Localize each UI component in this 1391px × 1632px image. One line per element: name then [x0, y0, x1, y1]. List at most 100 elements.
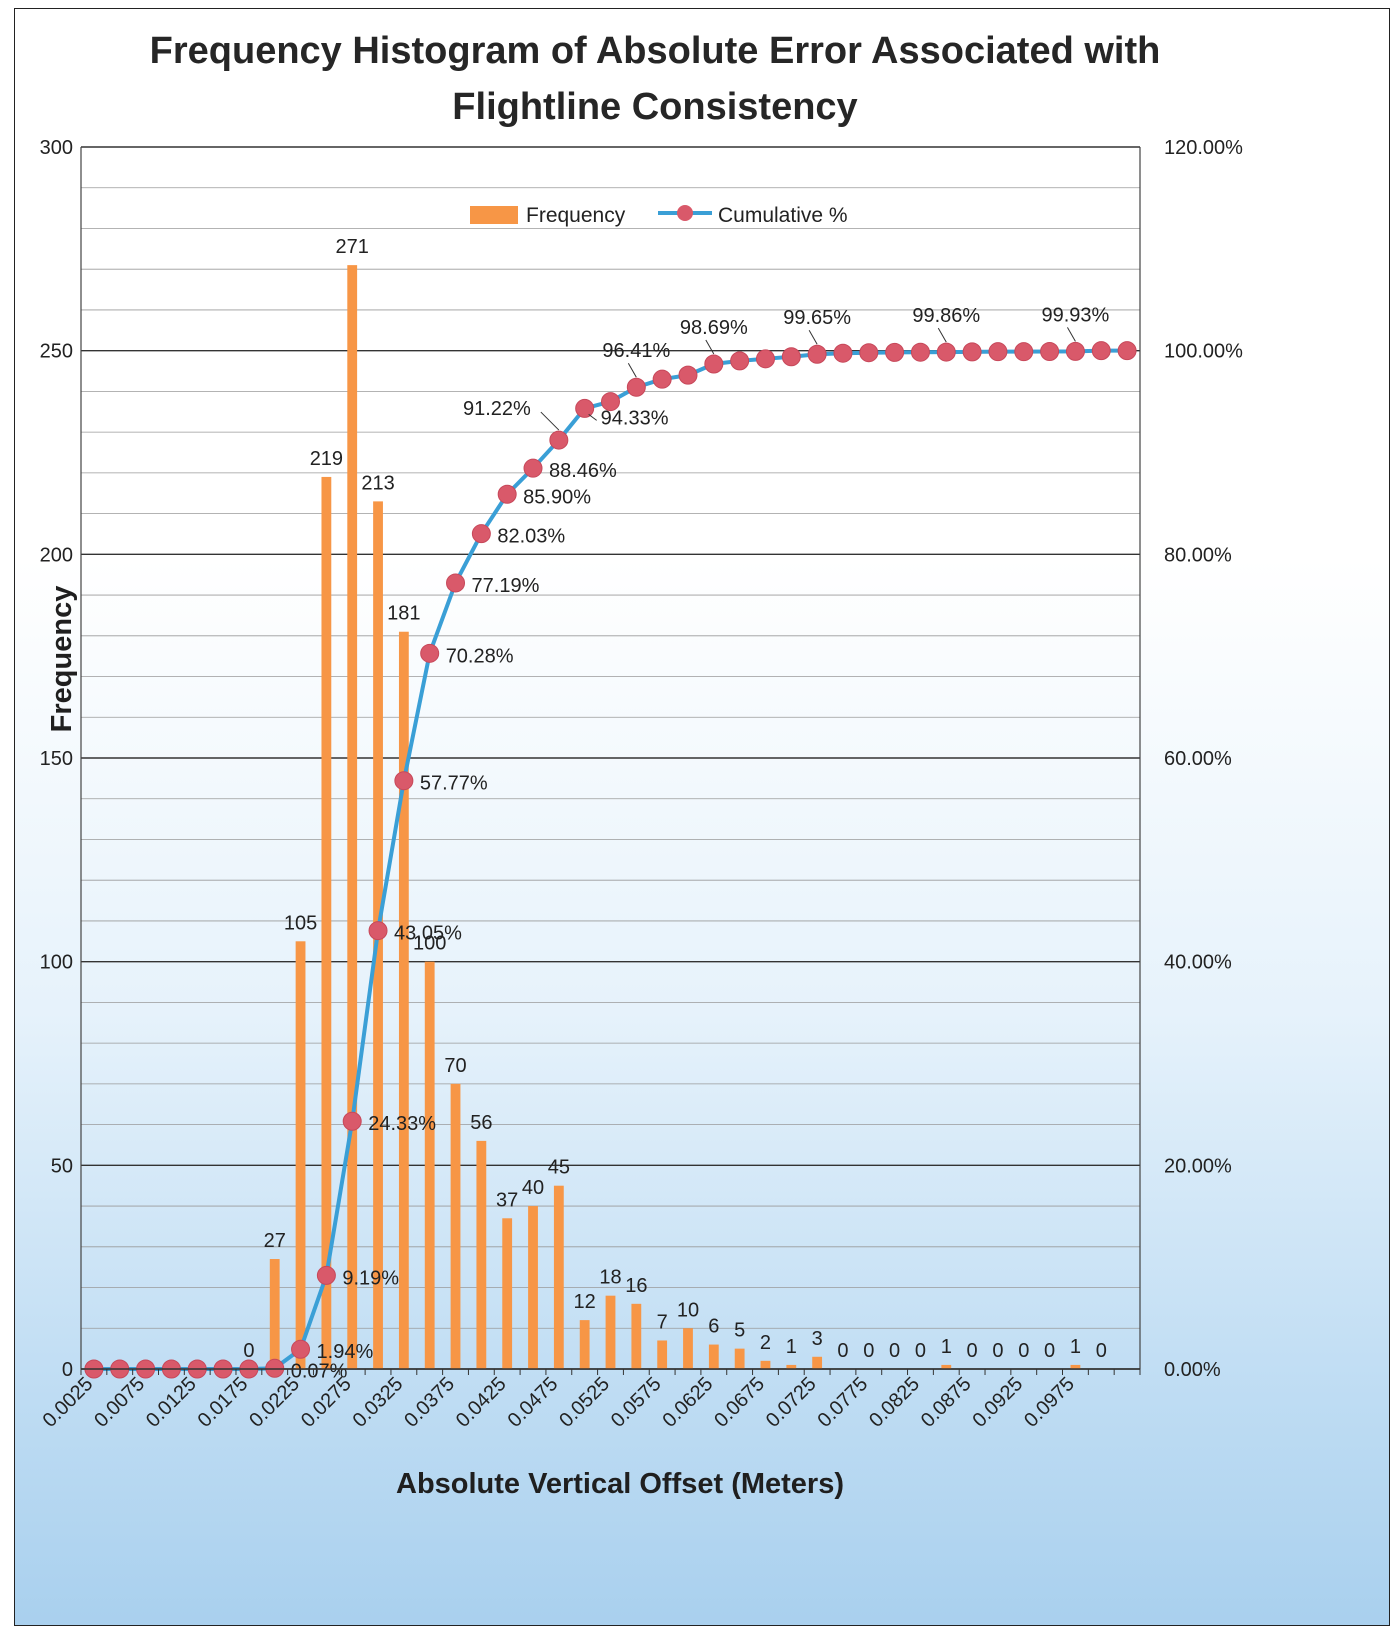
- x-tick-label: 0.0575: [607, 1373, 666, 1432]
- frequency-bar: [269, 1259, 280, 1369]
- frequency-data-label: 70: [444, 1055, 466, 1077]
- frequency-data-label: 45: [548, 1157, 570, 1179]
- cumulative-polyline: [93, 348, 1128, 1371]
- frequency-data-label: 0: [1044, 1340, 1055, 1362]
- frequency-bar: [760, 1360, 771, 1369]
- cumulative-marker: [859, 343, 879, 363]
- cumulative-data-label: 88.46%: [549, 460, 617, 482]
- frequency-data-label: 100: [413, 933, 446, 955]
- cumulative-marker: [471, 524, 491, 544]
- frequency-bar: [347, 265, 358, 1369]
- x-tick-label: 0.0625: [659, 1373, 718, 1432]
- frequency-data-label: 37: [496, 1189, 518, 1211]
- frequency-data-label: 18: [599, 1267, 621, 1289]
- y2-tick-label: 20.00%: [1164, 1155, 1232, 1177]
- y2-tick-label: 100.00%: [1164, 341, 1243, 363]
- y-axis-title: Frequency: [46, 586, 78, 733]
- frequency-data-label: 0: [915, 1340, 926, 1362]
- frequency-data-label: 10: [677, 1299, 699, 1321]
- frequency-data-label: 0: [863, 1340, 874, 1362]
- y2-tick-label: 80.00%: [1164, 544, 1232, 566]
- frequency-bar: [657, 1340, 668, 1369]
- frequency-data-label: 213: [361, 472, 394, 494]
- cumulative-marker: [936, 342, 956, 362]
- cumulative-label-leader: [705, 339, 715, 355]
- frequency-data-label: 16: [625, 1275, 647, 1297]
- cumulative-data-label: 99.86%: [912, 305, 980, 327]
- frequency-data-label: 1: [1070, 1336, 1081, 1358]
- frequency-bar: [579, 1320, 590, 1369]
- cumulative-data-label: 9.19%: [342, 1267, 399, 1289]
- frequency-data-label: 27: [264, 1230, 286, 1252]
- x-tick-label: 0.0775: [814, 1373, 873, 1432]
- cumulative-label-leader: [627, 362, 637, 378]
- cumulative-data-label: 99.93%: [1042, 304, 1110, 326]
- y2-tick-label: 0.00%: [1164, 1359, 1221, 1381]
- cumulative-marker: [549, 430, 569, 450]
- y-tick-label: 200: [40, 544, 73, 566]
- frequency-bar: [941, 1364, 952, 1369]
- cumulative-marker: [394, 771, 414, 791]
- gridlines: [81, 146, 1140, 1370]
- axes: 0501001502002503000.00%20.00%40.00%60.00…: [39, 137, 1244, 1432]
- x-tick-label: 0.0825: [865, 1373, 924, 1432]
- x-tick-label: 0.0125: [142, 1373, 201, 1432]
- cumulative-marker: [575, 398, 595, 418]
- x-tick-label: 0.0875: [917, 1373, 976, 1432]
- x-tick-label: 0.0225: [245, 1373, 304, 1432]
- cumulative-data-label: 57.77%: [420, 773, 488, 795]
- cumulative-marker: [446, 573, 466, 593]
- cumulative-data-label: 96.41%: [602, 340, 670, 362]
- cumulative-data-label: 77.19%: [472, 575, 540, 597]
- x-tick-label: 0.0075: [90, 1373, 149, 1432]
- frequency-bar: [295, 941, 306, 1369]
- frequency-bar: [424, 961, 435, 1369]
- y-tick-label: 250: [40, 341, 73, 363]
- cumulative-label-leader: [540, 411, 560, 431]
- cumulative-label-leader: [1066, 327, 1076, 342]
- cumulative-marker: [704, 354, 724, 374]
- y2-tick-label: 60.00%: [1164, 748, 1232, 770]
- frequency-bar: [708, 1344, 719, 1369]
- frequency-bar: [631, 1303, 642, 1369]
- y-tick-label: 300: [40, 137, 73, 159]
- frequency-data-label: 12: [574, 1291, 596, 1313]
- cumulative-marker: [1065, 341, 1085, 361]
- legend: Frequency Cumulative %: [470, 204, 848, 227]
- frequency-data-label: 0: [243, 1340, 254, 1362]
- frequency-bar: [398, 631, 409, 1369]
- frequency-data-label: 56: [470, 1112, 492, 1134]
- frequency-bar: [605, 1295, 616, 1369]
- cumulative-data-label: 94.33%: [601, 407, 669, 429]
- cumulative-marker: [988, 342, 1008, 362]
- cumulative-marker: [730, 351, 750, 371]
- cumulative-label-leader: [588, 414, 597, 421]
- cumulative-marker: [342, 1111, 362, 1131]
- y-tick-label: 50: [51, 1155, 73, 1177]
- frequency-bar: [683, 1328, 693, 1369]
- cumulative-marker: [781, 347, 801, 367]
- x-tick-label: 0.0725: [762, 1373, 821, 1432]
- x-tick-label: 0.0425: [452, 1373, 511, 1432]
- frequency-data-label: 0: [992, 1340, 1003, 1362]
- x-tick-label: 0.0375: [400, 1373, 459, 1432]
- legend-cumulative-swatch-marker: [677, 205, 693, 221]
- frequency-data-label: 219: [310, 448, 343, 470]
- cumulative-marker: [678, 365, 698, 385]
- cumulative-marker: [1014, 342, 1034, 362]
- x-tick-label: 0.0525: [555, 1373, 614, 1432]
- cumulative-marker: [885, 342, 905, 362]
- frequency-data-label: 0: [1096, 1340, 1107, 1362]
- frequency-data-label: 6: [708, 1316, 719, 1338]
- x-tick-label: 0.0925: [968, 1373, 1027, 1432]
- frequency-data-label: 181: [387, 603, 420, 625]
- x-tick-label: 0.0325: [349, 1373, 408, 1432]
- frequency-bar: [502, 1218, 513, 1369]
- frequency-bar: [1070, 1364, 1081, 1369]
- cumulative-line: [84, 341, 1137, 1379]
- x-tick-label: 0.0975: [1020, 1373, 1079, 1432]
- cumulative-marker: [523, 458, 543, 478]
- y-tick-label: 100: [40, 952, 73, 974]
- y-tick-label: 0: [62, 1359, 73, 1381]
